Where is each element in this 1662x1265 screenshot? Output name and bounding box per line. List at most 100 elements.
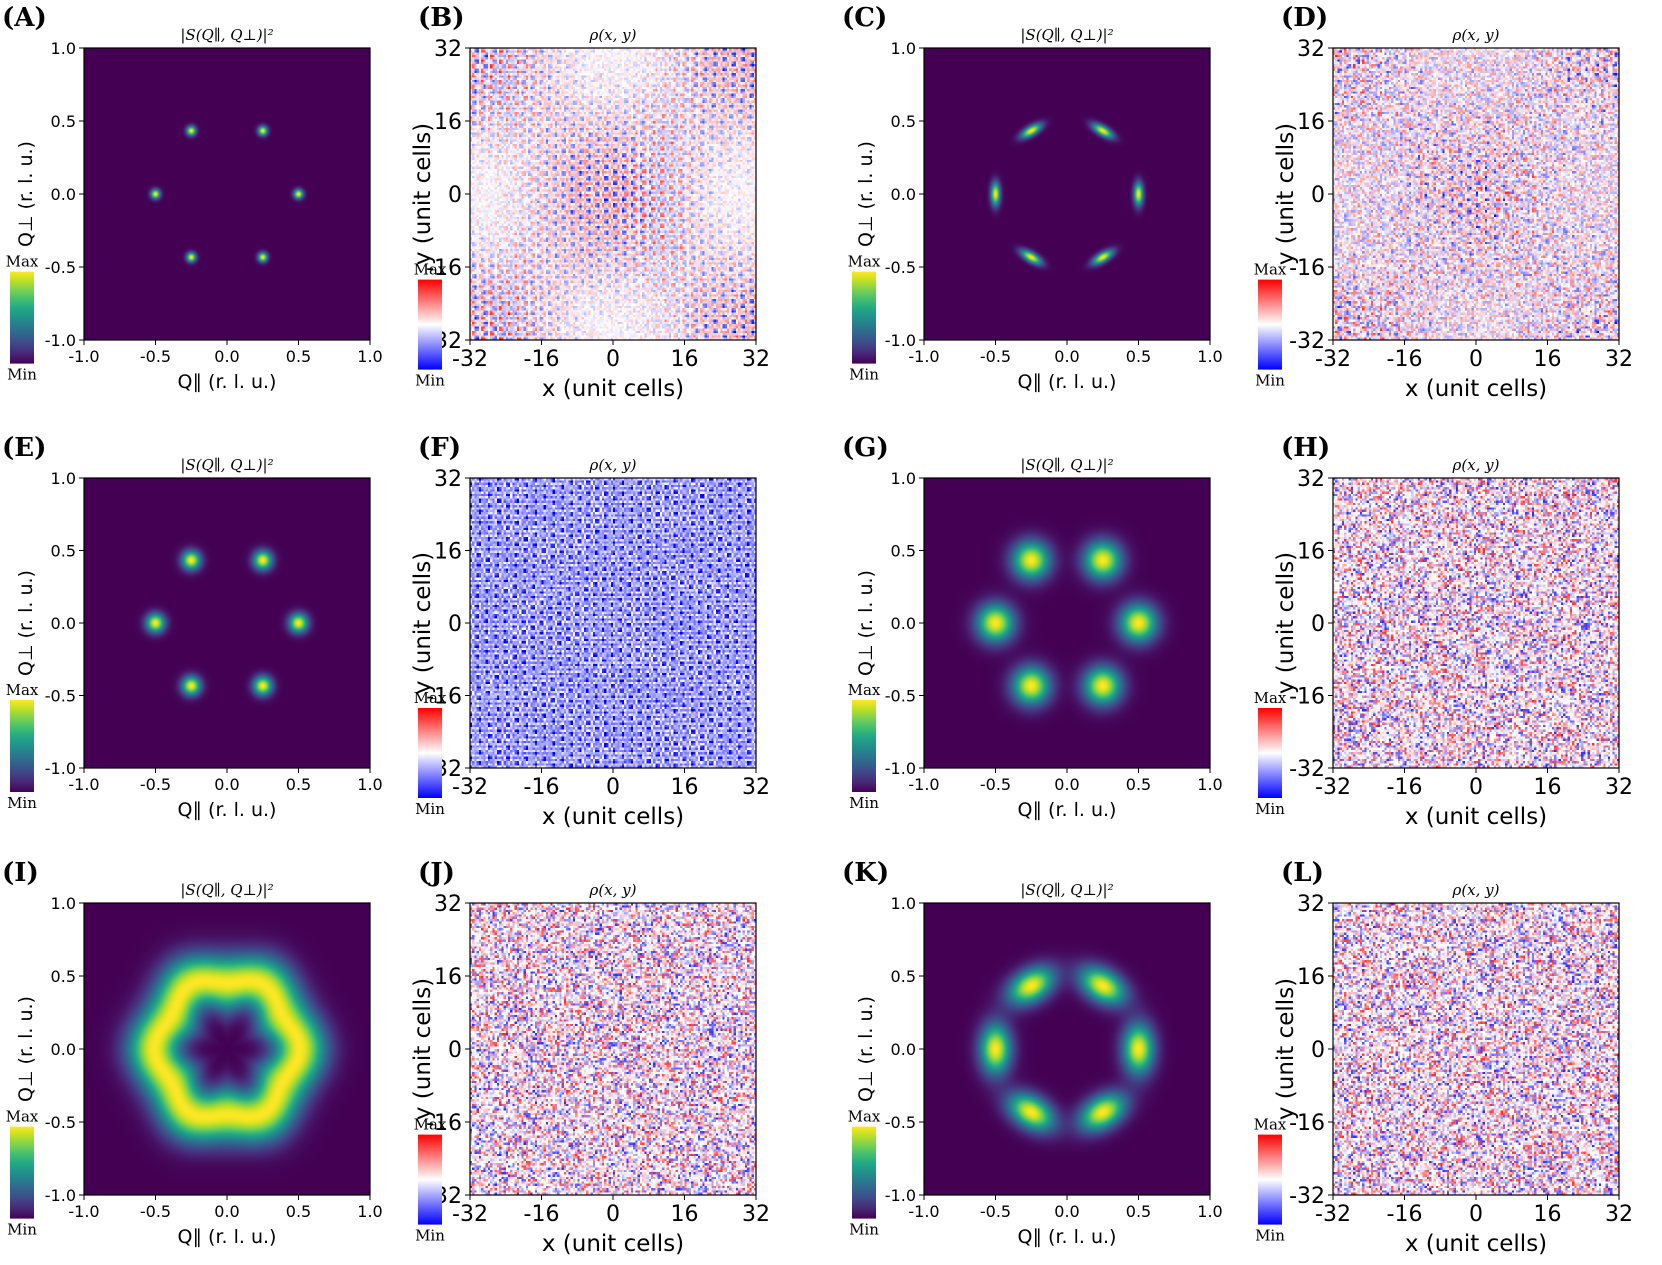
panel-label: (G) xyxy=(842,433,889,463)
colorbar-max-label: Max xyxy=(414,689,447,707)
x-tick-label: 1.0 xyxy=(357,1202,382,1221)
x-axis-label: Q∥ (r. l. u.) xyxy=(178,1226,277,1248)
panel-label: (I) xyxy=(2,858,39,888)
panel-title: ρ(x, y) xyxy=(1452,456,1500,474)
colorbar-max-label: Max xyxy=(1254,1116,1287,1134)
x-tick-label: -0.5 xyxy=(980,775,1011,794)
y-tick-label: -1.0 xyxy=(885,759,916,778)
panel-l: (L) ρ(x, y) -32 -16 0 16 32 32 16 0 -16 -32 x (unit … xyxy=(1254,858,1633,1257)
colorbar-min-label: Min xyxy=(1255,800,1285,818)
colorbar xyxy=(418,708,442,798)
panel-title: ρ(x, y) xyxy=(1452,26,1500,44)
x-tick-label: 16 xyxy=(1534,775,1562,800)
structure-factor-map xyxy=(84,478,370,768)
x-tick-label: 0.0 xyxy=(1054,1202,1079,1221)
density-map xyxy=(1333,903,1619,1195)
panel-title: |S(Q∥, Q⊥)|² xyxy=(180,26,273,44)
x-tick-label: -16 xyxy=(1387,775,1423,800)
y-tick-label: 32 xyxy=(1297,467,1325,492)
x-tick-label: 0.0 xyxy=(214,347,239,366)
x-tick-label: -0.5 xyxy=(140,347,171,366)
x-axis-label: Q∥ (r. l. u.) xyxy=(178,371,277,393)
x-tick-label: -16 xyxy=(524,347,560,372)
y-tick-label: -16 xyxy=(426,1111,462,1136)
y-tick-label: 16 xyxy=(1297,965,1325,990)
x-tick-label: -16 xyxy=(1387,1202,1423,1227)
y-tick-label: -16 xyxy=(1289,685,1325,710)
y-axis-label: Q⊥ (r. l. u.) xyxy=(15,141,37,247)
colorbar-max-label: Max xyxy=(414,1116,447,1134)
x-axis-label: x (unit cells) xyxy=(1405,1231,1547,1257)
x-tick-label: -16 xyxy=(524,775,560,800)
y-tick-label: 16 xyxy=(1297,540,1325,565)
x-tick-label: -32 xyxy=(452,775,488,800)
colorbar xyxy=(10,271,34,364)
y-tick-label: 16 xyxy=(434,540,462,565)
panel-title: |S(Q∥, Q⊥)|² xyxy=(180,881,273,899)
y-tick-label: 16 xyxy=(1297,110,1325,135)
x-tick-label: 0 xyxy=(1469,1202,1483,1227)
x-tick-label: -1.0 xyxy=(68,347,99,366)
x-tick-label: -1.0 xyxy=(908,775,939,794)
y-tick-label: 32 xyxy=(434,467,462,492)
y-tick-label: -1.0 xyxy=(45,331,76,350)
x-tick-label: 1.0 xyxy=(1197,1202,1222,1221)
y-tick-label: 1.0 xyxy=(891,39,916,58)
colorbar-min-label: Min xyxy=(7,1221,37,1239)
density-map xyxy=(1333,48,1619,340)
x-axis-label: x (unit cells) xyxy=(1405,804,1547,830)
x-tick-label: 0.0 xyxy=(214,1202,239,1221)
x-tick-label: 1.0 xyxy=(357,347,382,366)
x-tick-label: 32 xyxy=(742,347,770,372)
x-axis-label: Q∥ (r. l. u.) xyxy=(1018,1226,1117,1248)
y-axis-label: Q⊥ (r. l. u.) xyxy=(855,141,877,247)
colorbar-min-label: Min xyxy=(849,366,879,384)
y-tick-label: -0.5 xyxy=(45,687,76,706)
x-tick-label: -1.0 xyxy=(68,775,99,794)
y-tick-label: -1.0 xyxy=(885,331,916,350)
colorbar-max-label: Max xyxy=(6,681,39,699)
colorbar xyxy=(852,271,876,364)
x-tick-label: 0.5 xyxy=(1126,775,1151,794)
colorbar-min-label: Min xyxy=(849,1221,879,1239)
panel-title: |S(Q∥, Q⊥)|² xyxy=(1020,881,1113,899)
y-tick-label: 0.5 xyxy=(891,967,916,986)
panel-title: ρ(x, y) xyxy=(589,881,637,899)
y-tick-label: -1.0 xyxy=(45,1186,76,1205)
density-map xyxy=(1333,478,1619,768)
y-tick-label: -1.0 xyxy=(45,759,76,778)
y-tick-label: 1.0 xyxy=(51,469,76,488)
y-axis-label: y (unit cells) xyxy=(410,552,436,694)
x-axis-label: Q∥ (r. l. u.) xyxy=(178,799,277,821)
x-tick-label: 16 xyxy=(671,347,699,372)
y-axis-label: y (unit cells) xyxy=(410,978,436,1120)
y-tick-label: 0.5 xyxy=(51,112,76,131)
x-tick-label: -0.5 xyxy=(140,775,171,794)
panel-label: (L) xyxy=(1281,858,1324,888)
x-tick-label: -32 xyxy=(1315,775,1351,800)
x-tick-label: 16 xyxy=(671,775,699,800)
y-tick-label: 0.0 xyxy=(51,1040,76,1059)
panel-label: (H) xyxy=(1281,433,1330,463)
panel-label: (E) xyxy=(2,433,46,463)
x-tick-label: 0.0 xyxy=(1054,775,1079,794)
structure-factor-map xyxy=(924,903,1210,1195)
y-tick-label: 1.0 xyxy=(51,894,76,913)
colorbar-min-label: Min xyxy=(1255,1227,1285,1245)
colorbar-max-label: Max xyxy=(848,681,881,699)
x-tick-label: -32 xyxy=(452,1202,488,1227)
colorbar xyxy=(418,1134,442,1225)
y-tick-label: 0 xyxy=(448,183,462,208)
panel-k: (K) |S(Q∥, Q⊥)|² -1.0 -0.5 0.0 0.5 1.0 1.0 0.5 0.… xyxy=(842,858,1223,1248)
y-axis-label: Q⊥ (r. l. u.) xyxy=(15,996,37,1102)
y-axis-label: y (unit cells) xyxy=(1273,123,1299,265)
y-tick-label: 0 xyxy=(1311,1038,1325,1063)
colorbar-max-label: Max xyxy=(6,1108,39,1126)
panel-title: ρ(x, y) xyxy=(589,456,637,474)
colorbar-min-label: Min xyxy=(849,794,879,812)
panel-title: ρ(x, y) xyxy=(589,26,637,44)
x-tick-label: 0.5 xyxy=(1126,1202,1151,1221)
x-tick-label: 0 xyxy=(606,1202,620,1227)
